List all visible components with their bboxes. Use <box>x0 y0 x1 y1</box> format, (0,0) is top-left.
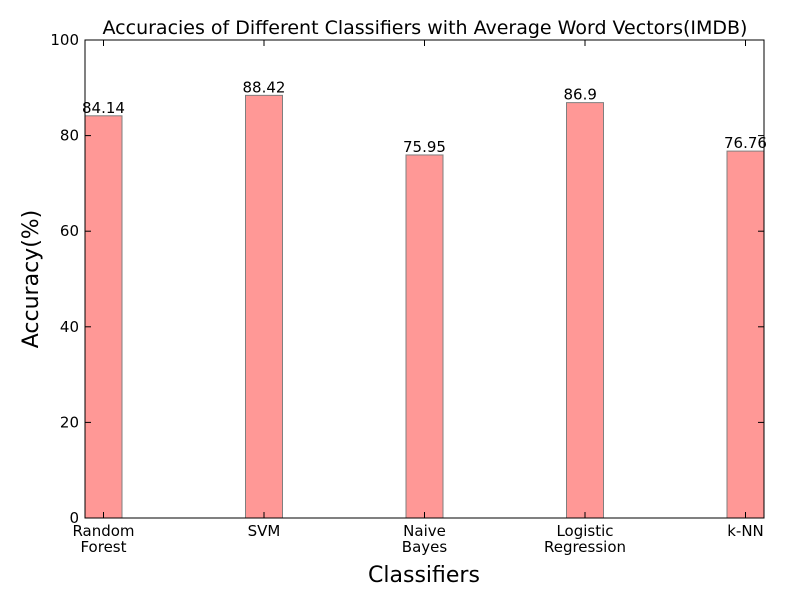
x-tick-label: SVM <box>248 522 281 540</box>
bars-group <box>84 94 765 519</box>
x-tick-label: k-NN <box>727 522 764 540</box>
bar-value-label: 88.42 <box>243 78 286 96</box>
y-tick-label: 20 <box>60 413 79 431</box>
y-tick-label: 0 <box>69 509 79 527</box>
x-tick-label: Regression <box>544 538 626 556</box>
y-axis-label: Accuracy(%) <box>19 210 44 349</box>
x-tick-label: Naive <box>403 522 446 540</box>
x-axis-label: Classifiers <box>368 563 480 588</box>
chart-title: Accuracies of Different Classifiers with… <box>103 17 748 39</box>
bar-value-label: 84.14 <box>82 99 125 117</box>
x-tick-label: Random <box>72 522 134 540</box>
bar-value-label: 86.9 <box>564 86 597 104</box>
bar <box>726 150 765 519</box>
bar <box>405 154 444 519</box>
plot-frame <box>84 39 765 519</box>
y-tick-label: 80 <box>60 127 79 145</box>
bar <box>566 102 604 519</box>
bar-value-label: 75.95 <box>403 138 446 156</box>
value-labels-group: 84.14 88.42 75.95 86.9 76.76 <box>82 78 767 156</box>
x-tick-label: Logistic <box>556 522 613 540</box>
y-tick-label: 40 <box>60 318 79 336</box>
x-tick-label: Bayes <box>402 538 448 556</box>
bar <box>84 115 123 519</box>
y-tick-label: 100 <box>50 31 79 49</box>
bar <box>245 94 283 519</box>
y-tick-label: 60 <box>60 222 79 240</box>
bar-value-label: 76.76 <box>724 134 767 152</box>
y-tick-labels: 0 20 40 60 80 100 <box>50 31 79 527</box>
x-tick-label: Forest <box>80 538 126 556</box>
